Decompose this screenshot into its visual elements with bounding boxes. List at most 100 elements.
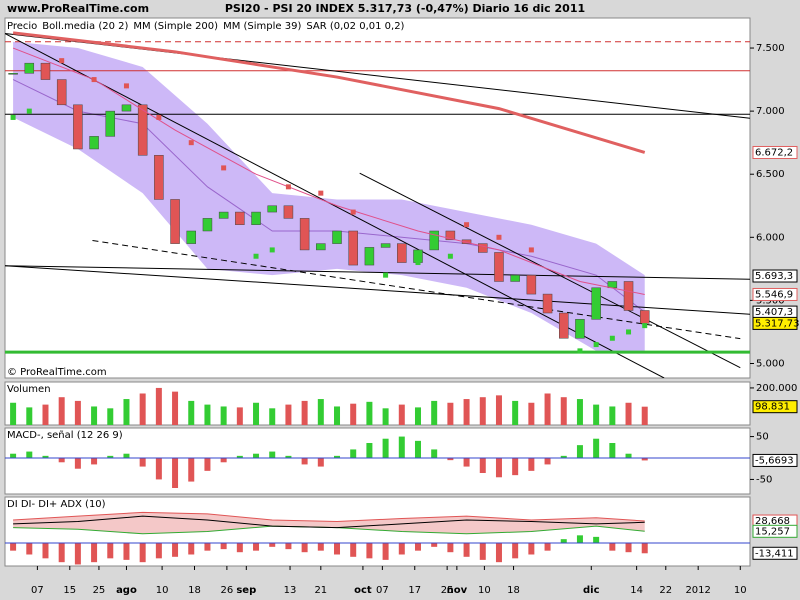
candle — [154, 155, 164, 200]
bar — [609, 443, 616, 458]
sar-dot — [221, 165, 227, 171]
value-marker-label: -13,411 — [755, 548, 794, 559]
sar-dot — [59, 58, 65, 64]
x-tick-label: 25 — [441, 585, 454, 596]
bar — [172, 458, 179, 488]
candle — [218, 211, 229, 219]
bar — [334, 406, 341, 425]
bar — [285, 404, 292, 425]
sar-dot — [528, 247, 534, 253]
x-tick-label: ago — [116, 585, 137, 596]
bar — [26, 451, 33, 458]
bar — [123, 399, 130, 425]
candle — [40, 62, 51, 80]
bar — [479, 458, 486, 473]
bar — [463, 543, 470, 557]
plot-area — [10, 387, 648, 425]
bar — [528, 402, 535, 425]
bar — [91, 458, 98, 465]
candle — [542, 293, 553, 314]
sar-dot — [383, 272, 389, 278]
value-marker — [752, 546, 798, 560]
bar — [528, 543, 535, 555]
chart-title: PSI20 - PSI 20 INDEX 5.317,73 (-0,47%) D… — [225, 2, 585, 15]
indicator-line — [12, 47, 645, 295]
bar — [107, 408, 114, 425]
bar — [560, 397, 567, 425]
sar-dot — [496, 234, 502, 240]
bar — [398, 436, 405, 458]
indicator-line — [13, 515, 645, 529]
bar — [107, 455, 114, 458]
bar — [301, 400, 308, 425]
candle — [510, 274, 520, 282]
bar — [317, 458, 324, 467]
bar — [479, 397, 486, 425]
bar — [42, 404, 49, 425]
bar — [641, 543, 648, 554]
x-tick-label: 10 — [478, 585, 491, 596]
value-marker — [752, 316, 798, 330]
candle — [494, 252, 504, 282]
trend-line — [359, 172, 741, 369]
sar-dot — [91, 77, 97, 83]
bar — [172, 391, 179, 425]
bar — [366, 401, 373, 425]
bar — [334, 543, 341, 555]
bar — [398, 543, 405, 555]
bar — [625, 453, 632, 458]
bar — [220, 543, 227, 550]
bollinger-band — [13, 41, 645, 351]
bar — [512, 543, 519, 559]
bar — [301, 543, 308, 553]
bar — [350, 449, 357, 458]
bar — [479, 543, 486, 560]
value-marker-label: 98.831 — [755, 402, 790, 413]
x-tick-label: nov — [447, 585, 468, 596]
bar — [593, 404, 600, 425]
bar — [269, 543, 276, 547]
candle — [348, 230, 358, 266]
x-tick-label: 26 — [221, 585, 234, 596]
bar — [204, 404, 211, 425]
value-marker-label: 15,257 — [755, 526, 790, 537]
bar — [609, 543, 616, 551]
bar — [447, 543, 454, 553]
bar — [123, 543, 130, 560]
bar — [253, 402, 260, 425]
bar — [220, 458, 227, 463]
sar-dot — [26, 108, 32, 114]
sar-dot — [188, 140, 194, 146]
candle — [478, 243, 488, 253]
x-tick-label: 22 — [659, 585, 672, 596]
x-tick-label: 13 — [284, 585, 297, 596]
sar-dot — [626, 329, 632, 335]
plot-area — [10, 511, 648, 565]
value-marker-label: 28,668 — [755, 516, 790, 527]
sar-dot — [123, 83, 129, 89]
bar — [58, 458, 65, 463]
value-marker-label: 6.672,2 — [755, 147, 793, 158]
panel — [4, 427, 751, 495]
bar — [107, 543, 114, 559]
bar — [269, 451, 276, 458]
bar — [414, 407, 421, 425]
x-tick-label: 2012 — [685, 585, 710, 596]
bar — [560, 539, 567, 543]
candle — [445, 230, 456, 241]
bar — [253, 453, 260, 458]
y-tick-label: 6.000 — [756, 232, 785, 243]
bar — [593, 438, 600, 458]
x-tick-label: sep — [236, 585, 256, 596]
candle — [137, 104, 148, 156]
candle — [24, 62, 35, 74]
sar-dot — [642, 323, 648, 329]
value-marker-label: 5.546,9 — [755, 289, 793, 300]
bar — [155, 458, 162, 480]
bar — [188, 400, 195, 425]
candle — [429, 230, 439, 251]
candle — [251, 211, 261, 225]
sar-dot — [10, 114, 16, 120]
